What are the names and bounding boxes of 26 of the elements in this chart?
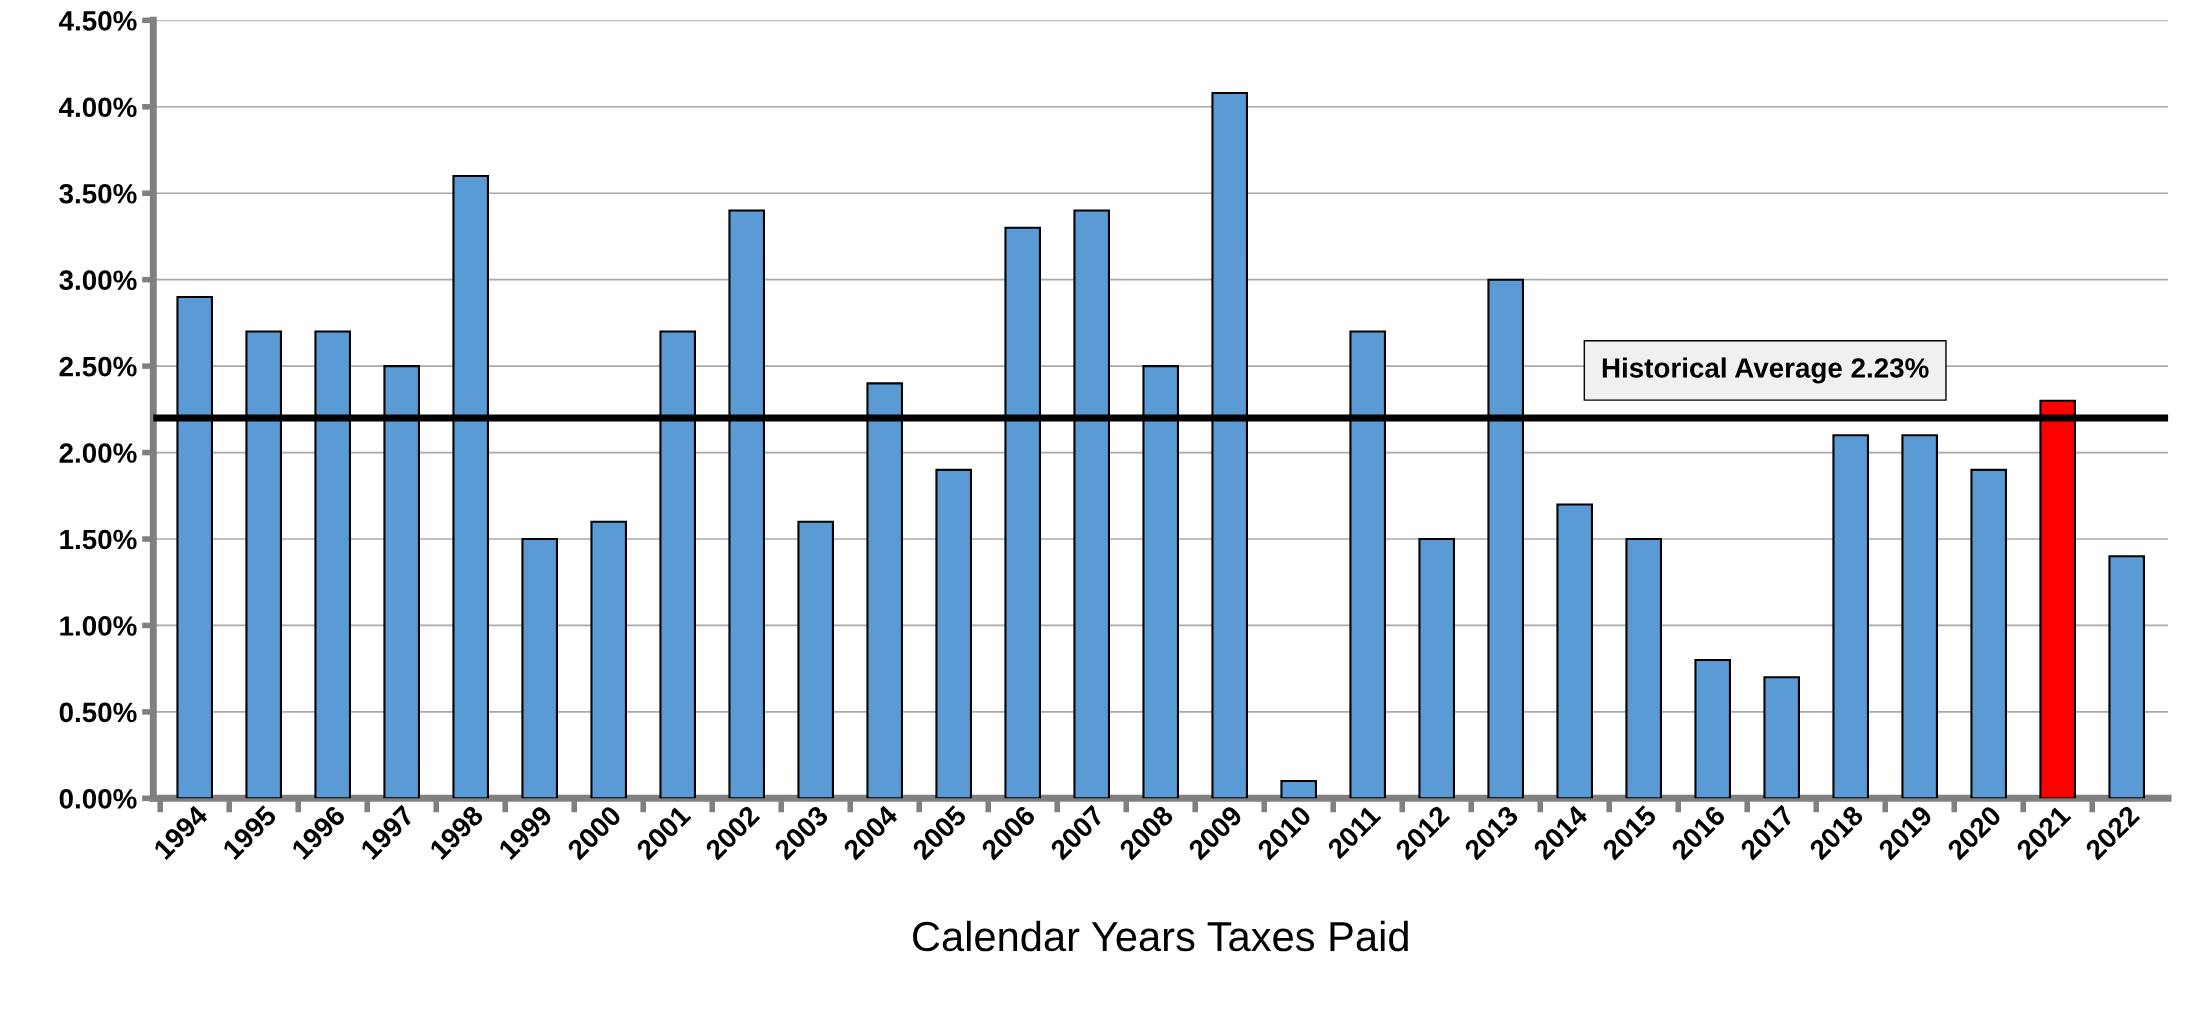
y-tick-label: 1.50% <box>60 529 137 550</box>
y-tick-label: 3.00% <box>59 270 137 291</box>
bar <box>2108 555 2145 799</box>
y-tick-label: 4.50% <box>58 11 137 31</box>
bar <box>521 537 558 799</box>
y-tick-label: 2.00% <box>59 443 137 463</box>
y-tick-label: 0.50% <box>59 702 137 723</box>
x-axis-title: Calendar Years Taxes Paid <box>913 920 1408 952</box>
bar <box>1901 434 1938 799</box>
bar <box>1763 676 1800 799</box>
ref-line-label: Historical Average 2.23% <box>1602 357 1929 384</box>
bar <box>1832 434 1869 799</box>
y-tick-label: 2.50% <box>59 356 137 377</box>
bar <box>1625 537 1662 799</box>
y-tick-label: 0.00% <box>59 789 137 809</box>
bar <box>1694 658 1731 799</box>
bar <box>1418 537 1455 799</box>
bar <box>935 468 972 799</box>
bar <box>797 520 834 799</box>
y-tick-label: 1.00% <box>60 616 137 636</box>
y-tick-label: 3.50% <box>59 183 137 204</box>
bar <box>1280 780 1317 799</box>
bar <box>1970 468 2007 799</box>
y-tick-label: 4.00% <box>58 97 137 118</box>
bar <box>590 520 627 799</box>
bar <box>1556 503 1593 799</box>
